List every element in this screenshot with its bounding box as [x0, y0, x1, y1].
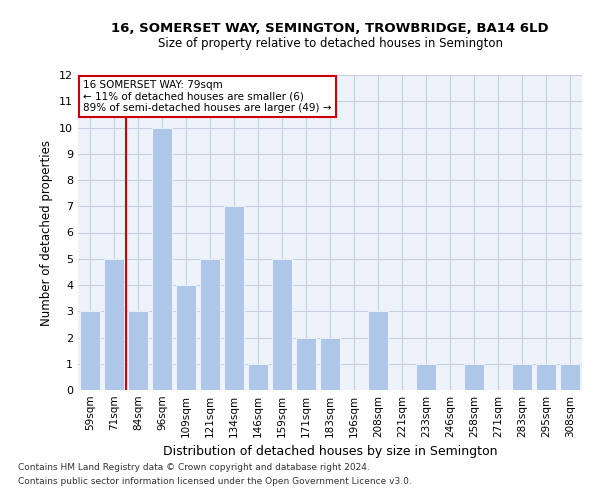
Bar — [248, 364, 268, 390]
Bar — [320, 338, 340, 390]
Bar — [536, 364, 556, 390]
Bar — [128, 311, 148, 390]
Bar — [512, 364, 532, 390]
Bar — [176, 285, 196, 390]
Y-axis label: Number of detached properties: Number of detached properties — [40, 140, 53, 326]
Text: 16, SOMERSET WAY, SEMINGTON, TROWBRIDGE, BA14 6LD: 16, SOMERSET WAY, SEMINGTON, TROWBRIDGE,… — [111, 22, 549, 36]
X-axis label: Distribution of detached houses by size in Semington: Distribution of detached houses by size … — [163, 446, 497, 458]
Bar — [224, 206, 244, 390]
Bar — [296, 338, 316, 390]
Bar — [560, 364, 580, 390]
Text: Contains public sector information licensed under the Open Government Licence v3: Contains public sector information licen… — [18, 477, 412, 486]
Bar — [152, 128, 172, 390]
Bar — [416, 364, 436, 390]
Text: Contains HM Land Registry data © Crown copyright and database right 2024.: Contains HM Land Registry data © Crown c… — [18, 464, 370, 472]
Text: Size of property relative to detached houses in Semington: Size of property relative to detached ho… — [157, 38, 503, 51]
Bar — [464, 364, 484, 390]
Bar — [200, 259, 220, 390]
Bar — [80, 311, 100, 390]
Bar — [272, 259, 292, 390]
Bar — [104, 259, 124, 390]
Bar — [368, 311, 388, 390]
Text: 16 SOMERSET WAY: 79sqm
← 11% of detached houses are smaller (6)
89% of semi-deta: 16 SOMERSET WAY: 79sqm ← 11% of detached… — [83, 80, 332, 113]
